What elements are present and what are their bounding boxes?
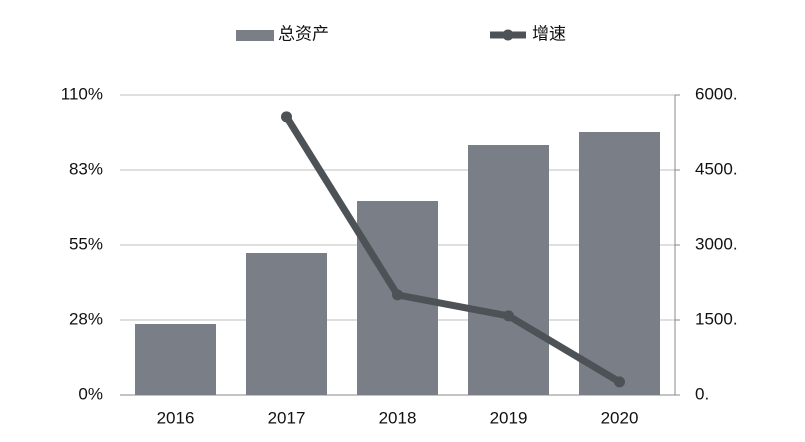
legend-label: 增速 <box>532 24 566 43</box>
bar <box>468 145 549 395</box>
bar <box>135 324 216 395</box>
line <box>283 114 622 385</box>
x-tick-label: 2017 <box>268 408 306 427</box>
y-tick-label: 28% <box>69 309 103 328</box>
y2-tick-label: 1500. <box>695 309 738 328</box>
x-tick-label: 2018 <box>379 408 417 427</box>
y-tick-label: 110% <box>61 84 103 103</box>
y2-tick-label: 3000. <box>695 234 738 253</box>
x-tick-label: 2019 <box>490 408 528 427</box>
legend-swatch-marker <box>502 29 514 41</box>
bar <box>246 253 327 395</box>
y-tick-label: 83% <box>69 159 103 178</box>
x-tick-label: 2016 <box>157 408 195 427</box>
bar <box>579 132 660 395</box>
line-marker <box>392 289 403 301</box>
legend-swatch <box>236 30 274 41</box>
x-tick-label: 2020 <box>601 408 639 427</box>
y2-tick-label: 0. <box>695 384 709 403</box>
y-tick-label: 55% <box>69 234 103 253</box>
legend-label: 总资产 <box>278 24 329 43</box>
line-marker <box>614 376 625 388</box>
y2-tick-label: 6000. <box>695 84 738 103</box>
y2-tick-label: 4500. <box>695 159 738 178</box>
line-marker <box>281 111 292 123</box>
y-tick-label: 0% <box>78 384 103 403</box>
line-marker <box>503 310 514 322</box>
